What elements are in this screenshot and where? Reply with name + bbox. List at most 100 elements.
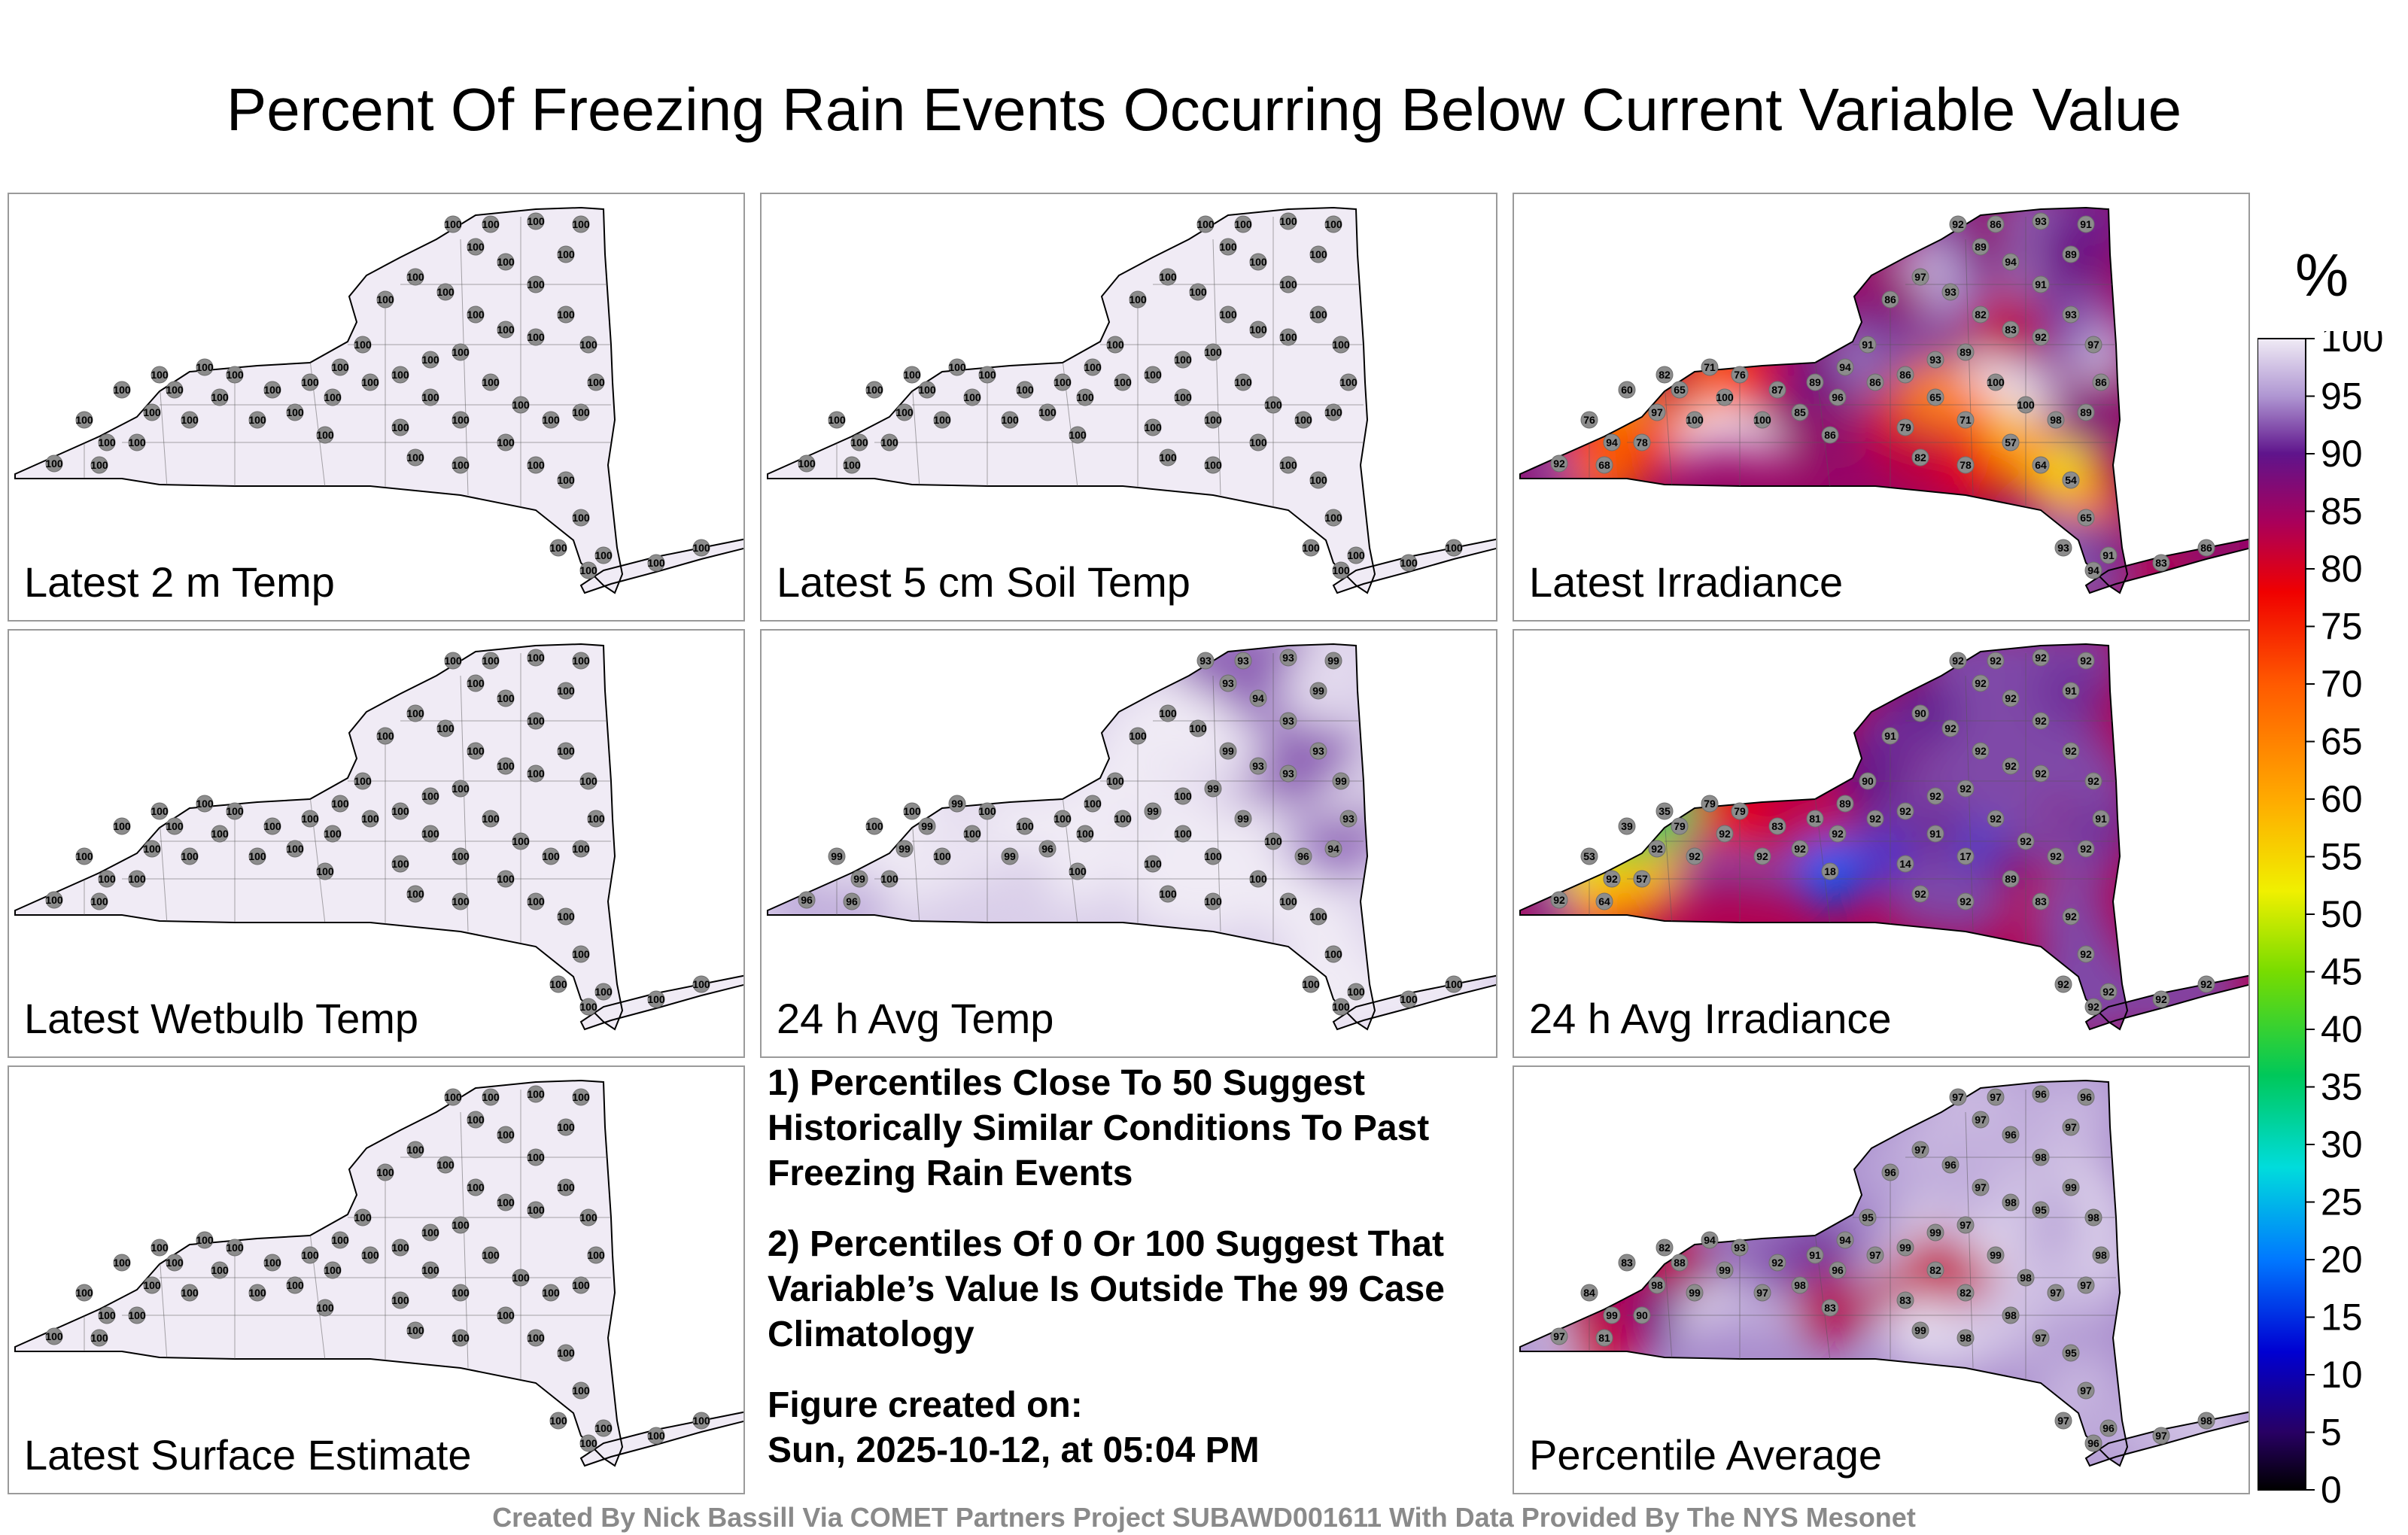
station-value: 100 [143, 1279, 161, 1291]
station-value: 91 [1862, 339, 1874, 351]
station-marker [2054, 1412, 2072, 1430]
station-marker [90, 892, 108, 910]
station-marker [1671, 817, 1689, 835]
long-island-outline [1332, 974, 1496, 1031]
station-value: 100 [1400, 557, 1418, 569]
station-value: 100 [1174, 828, 1192, 840]
station-value: 86 [2200, 542, 2212, 554]
station-marker [1580, 411, 1598, 429]
station-marker [1324, 403, 1342, 421]
station-marker [1279, 712, 1297, 730]
station-value: 100 [497, 256, 515, 268]
station-marker [1686, 1284, 1704, 1302]
station-value: 100 [166, 1257, 184, 1269]
map: 9292929292929292929292929292929291929292… [1519, 643, 2248, 1031]
station-marker [512, 396, 530, 414]
station-marker [1926, 787, 1944, 805]
station-marker [301, 373, 319, 391]
colorbar-tick-label: 95 [2321, 375, 2363, 418]
station-marker [1716, 825, 1734, 843]
station-marker [798, 454, 816, 473]
station-value: 92 [1960, 783, 1972, 795]
station-value: 99 [1237, 813, 1249, 825]
station-value: 100 [1144, 369, 1162, 381]
station-marker [1445, 975, 1463, 993]
station-value: 100 [286, 1279, 304, 1291]
station-marker [1987, 215, 2005, 233]
station-marker [579, 772, 597, 790]
panel-label: Latest 2 m Temp [24, 558, 335, 606]
colorbar-tick-label: 5 [2321, 1412, 2342, 1454]
station-marker [1580, 1284, 1598, 1302]
station-marker [1038, 840, 1057, 858]
station-marker [1084, 358, 1102, 376]
station-value: 100 [572, 512, 590, 524]
station-value: 100 [1686, 414, 1704, 426]
station-value: 83 [1824, 1302, 1836, 1314]
station-value: 86 [1824, 429, 1836, 441]
credit-line: Created By Nick Bassill Via COMET Partne… [492, 1502, 1916, 1533]
station-value: 100 [579, 564, 597, 576]
station-value: 100 [211, 1264, 229, 1276]
map: 100 100 100 100 100 100 100 100 100 100 100 100 100 1… [767, 206, 1496, 594]
station-marker [45, 454, 63, 473]
station-value: 92 [2005, 692, 2017, 704]
station-value: 100 [512, 835, 530, 847]
panel-label: 24 h Avg Temp [777, 995, 1054, 1042]
state-outline [1519, 1079, 2129, 1467]
station-marker [482, 373, 500, 391]
station-value: 98 [1960, 1332, 1972, 1344]
station-marker [1701, 1231, 1719, 1249]
station-marker [263, 381, 281, 399]
station-value: 100 [467, 1114, 485, 1126]
station-marker [880, 870, 898, 888]
station-marker [497, 1306, 515, 1324]
station-marker [263, 1254, 281, 1272]
station-marker [444, 215, 462, 233]
panel-label: Latest Surface Estimate [24, 1431, 472, 1479]
station-marker [1648, 403, 1666, 421]
station-value: 97 [1756, 1287, 1768, 1299]
station-value: 100 [1309, 248, 1327, 260]
station-value: 89 [1839, 798, 1851, 810]
station-value: 100 [1189, 722, 1207, 734]
station-value: 79 [1899, 421, 1911, 433]
station-value: 100 [451, 783, 470, 795]
station-value: 100 [557, 1181, 575, 1193]
station-value: 92 [2065, 910, 2077, 923]
station-marker [1859, 772, 1877, 790]
station-value: 100 [1279, 895, 1297, 907]
station-value: 100 [331, 361, 349, 373]
station-marker [248, 847, 266, 865]
station-value: 100 [978, 369, 996, 381]
station-value: 97 [2080, 1279, 2092, 1291]
station-value: 94 [1839, 361, 1851, 373]
station-value: 98 [2005, 1196, 2017, 1208]
station-value: 97 [2050, 1287, 2062, 1299]
station-marker [527, 1329, 545, 1347]
station-value: 18 [1824, 865, 1836, 877]
station-marker [1309, 742, 1327, 760]
station-marker [1219, 674, 1237, 692]
station-marker [1038, 403, 1057, 421]
station-value: 64 [1598, 895, 1610, 907]
station-value: 100 [579, 1211, 597, 1223]
colorbar-tick-label: 0 [2321, 1469, 2342, 1505]
station-marker [331, 795, 349, 813]
map: 100 100 100 100 100 100 100 100 100 100 100 100 100 1… [14, 643, 743, 1031]
station-value: 100 [226, 369, 244, 381]
colorbar: 100 95 90 85 80 75 70 65 60 55 50 45 40 35 30 25 20 15 10 5… [2257, 318, 2408, 1511]
station-value: 99 [2065, 1181, 2077, 1193]
station-marker [467, 238, 485, 256]
station-value: 100 [880, 873, 898, 885]
station-value: 100 [1332, 339, 1350, 351]
station-value: 100 [1324, 948, 1342, 960]
panel-label: Latest 5 cm Soil Temp [777, 558, 1190, 606]
station-marker [90, 456, 108, 474]
station-marker [1249, 253, 1267, 271]
station-marker [828, 411, 846, 429]
station-value: 100 [557, 745, 575, 757]
station-marker [2032, 1201, 2050, 1219]
state-outline [14, 206, 624, 594]
colorbar-tick-label: 60 [2321, 778, 2363, 820]
